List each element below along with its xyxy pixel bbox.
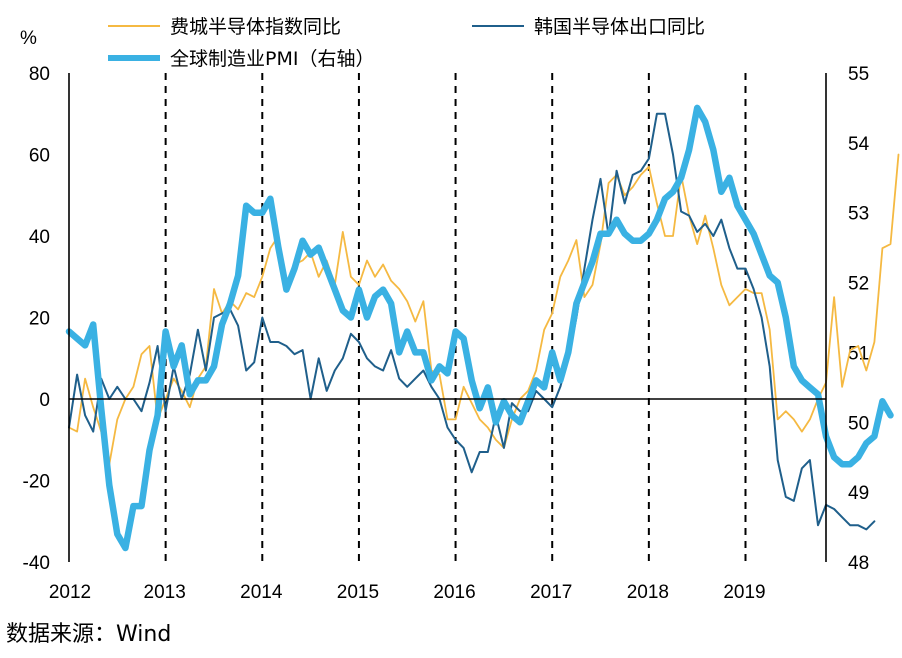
- x-tick-label: 2013: [144, 582, 186, 603]
- x-tick-label: 2014: [240, 582, 283, 603]
- series-lines: [65, 104, 900, 552]
- x-tick-label: 2018: [627, 582, 669, 603]
- left-tick-label: 60: [29, 146, 50, 167]
- year-dividers: [164, 73, 747, 562]
- legend-label-philly: 费城半导体指数同比: [170, 16, 341, 38]
- x-tick-label: 2012: [49, 582, 91, 603]
- x-tick-label: 2015: [337, 582, 379, 603]
- source-note: 数据来源：Wind: [6, 622, 172, 647]
- left-tick-label: 40: [29, 227, 50, 248]
- right-tick-label: 49: [848, 483, 869, 504]
- legend-label-pmi: 全球制造业PMI（右轴）: [170, 48, 374, 70]
- left-tick-label: 80: [29, 64, 50, 85]
- left-axis-unit: %: [20, 28, 37, 49]
- left-tick-label: 0: [39, 390, 50, 411]
- legend: 费城半导体指数同比 韩国半导体出口同比 全球制造业PMI（右轴）: [108, 16, 705, 70]
- legend-label-korea: 韩国半导体出口同比: [534, 16, 705, 38]
- series-line-0: [68, 153, 900, 466]
- x-tick-label: 2017: [530, 582, 572, 603]
- right-tick-label: 54: [848, 134, 870, 155]
- right-tick-label: 48: [848, 553, 869, 574]
- left-tick-label: 20: [29, 309, 50, 330]
- right-tick-label: 55: [848, 64, 869, 85]
- right-tick-label: 53: [848, 204, 869, 225]
- x-tick-label: 2016: [433, 582, 475, 603]
- x-tick-label: 2019: [723, 582, 765, 603]
- right-tick-label: 52: [848, 274, 869, 295]
- left-tick-label: -20: [23, 472, 50, 493]
- series-line-2: [65, 104, 894, 552]
- series-line-1: [68, 112, 876, 531]
- left-tick-label: -40: [23, 553, 50, 574]
- right-tick-label: 50: [848, 413, 869, 434]
